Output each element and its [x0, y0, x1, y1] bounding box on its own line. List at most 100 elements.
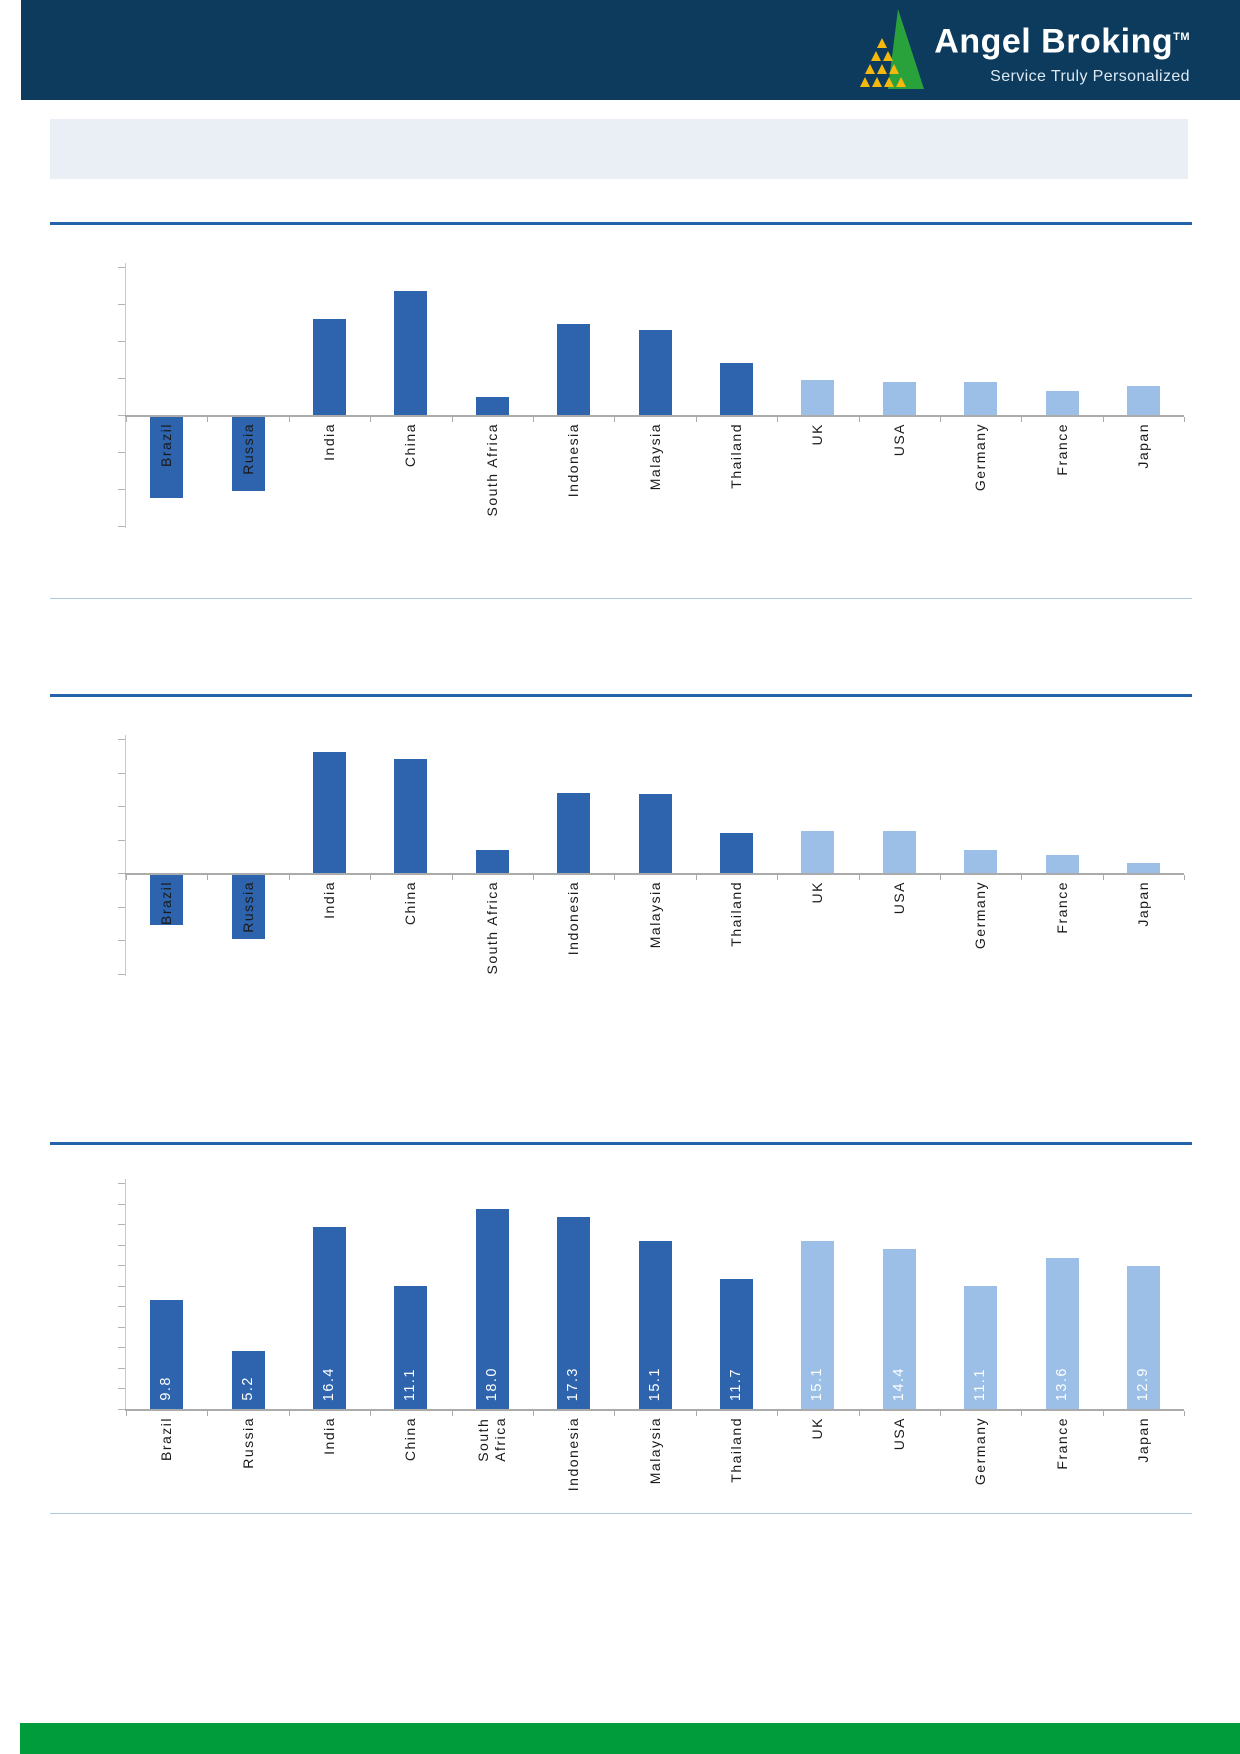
bar-uk	[801, 831, 835, 873]
category-label: Russia	[239, 881, 256, 933]
y-axis-tick	[118, 940, 125, 941]
y-axis-tick	[118, 1203, 125, 1205]
category-label: China	[402, 423, 419, 468]
x-axis-tick	[777, 875, 779, 880]
bar-france	[1045, 854, 1079, 873]
bar-japan	[1127, 386, 1160, 415]
x-axis-tick	[370, 1411, 372, 1416]
bar-value-label: 12.9	[1135, 1366, 1151, 1401]
bar-russia	[231, 875, 265, 939]
x-axis-tick	[1102, 1411, 1104, 1416]
bar-value-label: 18.0	[483, 1366, 500, 1401]
category-label: Malaysia	[646, 1417, 663, 1485]
y-axis-tick	[118, 267, 125, 268]
bar-malaysia	[638, 794, 672, 873]
bar-russia	[231, 417, 265, 491]
brand-tagline: Service Truly Personalized	[990, 68, 1190, 86]
x-axis-tick	[451, 875, 453, 880]
x-axis-tick	[451, 1411, 453, 1416]
section-divider-2	[50, 1513, 1192, 1514]
y-axis-tick	[118, 1306, 125, 1308]
category-label: Japan	[1135, 1417, 1151, 1463]
bar-value-label: 5.2	[239, 1376, 256, 1401]
category-label: UK	[809, 881, 826, 904]
x-axis-tick	[533, 417, 534, 422]
x-axis-tick	[940, 417, 941, 422]
y-axis-tick	[118, 1367, 125, 1369]
x-axis-tick	[1021, 875, 1023, 880]
x-axis-tick	[126, 875, 127, 880]
bar-india	[313, 318, 346, 415]
x-axis-tick	[533, 875, 534, 880]
x-axis-tick	[614, 417, 616, 422]
x-axis-tick	[940, 875, 941, 880]
x-axis-tick	[695, 417, 697, 422]
category-label: South Africa	[475, 1417, 509, 1462]
bar-russia	[231, 1351, 265, 1409]
x-axis-tick	[288, 875, 290, 880]
y-axis-tick	[118, 1244, 125, 1246]
x-axis-tick	[1102, 417, 1104, 422]
x-axis-tick	[126, 1411, 127, 1416]
bar-south-africa	[475, 1209, 509, 1409]
logo-text: Angel BrokingTM Service Truly Personaliz…	[934, 8, 1190, 86]
bar-france	[1045, 1258, 1079, 1409]
bar-indonesia	[557, 792, 591, 873]
y-axis-tick	[118, 452, 125, 453]
bar-thailand	[720, 832, 753, 873]
header-bar: Angel BrokingTM Service Truly Personaliz…	[21, 0, 1240, 100]
chart3-title-rule	[50, 1142, 1192, 1145]
y-axis-tick	[118, 1224, 125, 1226]
category-label: Indonesia	[565, 1417, 582, 1492]
brand-name: Angel BrokingTM	[934, 8, 1190, 70]
x-axis-tick	[533, 1411, 534, 1416]
y-axis-tick	[118, 415, 125, 416]
category-label: France	[1053, 423, 1070, 476]
category-label: China	[402, 881, 419, 926]
category-label: France	[1053, 1417, 1070, 1470]
x-axis-tick	[1102, 875, 1104, 880]
category-label: India	[321, 881, 337, 919]
x-axis-tick	[207, 417, 209, 422]
y-axis-tick	[118, 739, 125, 740]
bar-value-label: 15.1	[809, 1366, 826, 1401]
bar-china	[394, 291, 428, 415]
category-label: Brazil	[158, 1417, 175, 1462]
category-label: Brazil	[158, 423, 175, 468]
chart2-y-axis	[125, 735, 126, 976]
bar-south-africa	[475, 849, 509, 873]
x-axis-tick	[614, 1411, 616, 1416]
category-label: Japan	[1135, 423, 1151, 469]
category-label: Japan	[1135, 881, 1151, 927]
bar-japan	[1127, 862, 1160, 873]
bar-uk	[801, 379, 835, 415]
y-axis-tick	[118, 1388, 125, 1390]
x-axis-tick	[695, 875, 697, 880]
brand-trademark: TM	[1173, 31, 1190, 43]
bar-value-label: 11.7	[728, 1367, 744, 1401]
bar-malaysia	[638, 1241, 672, 1409]
y-axis-tick	[118, 1265, 125, 1267]
x-axis-tick	[858, 1411, 860, 1416]
category-label: Germany	[972, 423, 989, 492]
x-axis-tick	[207, 1411, 209, 1416]
chart1-y-axis	[125, 263, 126, 528]
category-label: Malaysia	[646, 423, 663, 491]
category-label: USA	[890, 1417, 907, 1451]
chart1-x-axis	[125, 415, 1185, 417]
y-axis-tick	[118, 1347, 125, 1349]
bar-brazil	[150, 417, 184, 499]
chart2-x-axis	[125, 873, 1185, 875]
chart3-x-axis	[125, 1409, 1185, 1411]
y-axis-tick	[118, 1409, 125, 1410]
category-label: Malaysia	[646, 881, 663, 949]
category-label: Thailand	[728, 423, 744, 489]
category-label: India	[321, 423, 337, 461]
x-axis-tick	[777, 1411, 779, 1416]
bar-value-label: 17.3	[565, 1366, 582, 1401]
bar-south-africa	[475, 396, 509, 415]
category-label: France	[1053, 881, 1070, 934]
category-label: Russia	[239, 1417, 256, 1469]
bar-germany	[964, 1285, 998, 1409]
section-divider-1	[50, 598, 1192, 599]
